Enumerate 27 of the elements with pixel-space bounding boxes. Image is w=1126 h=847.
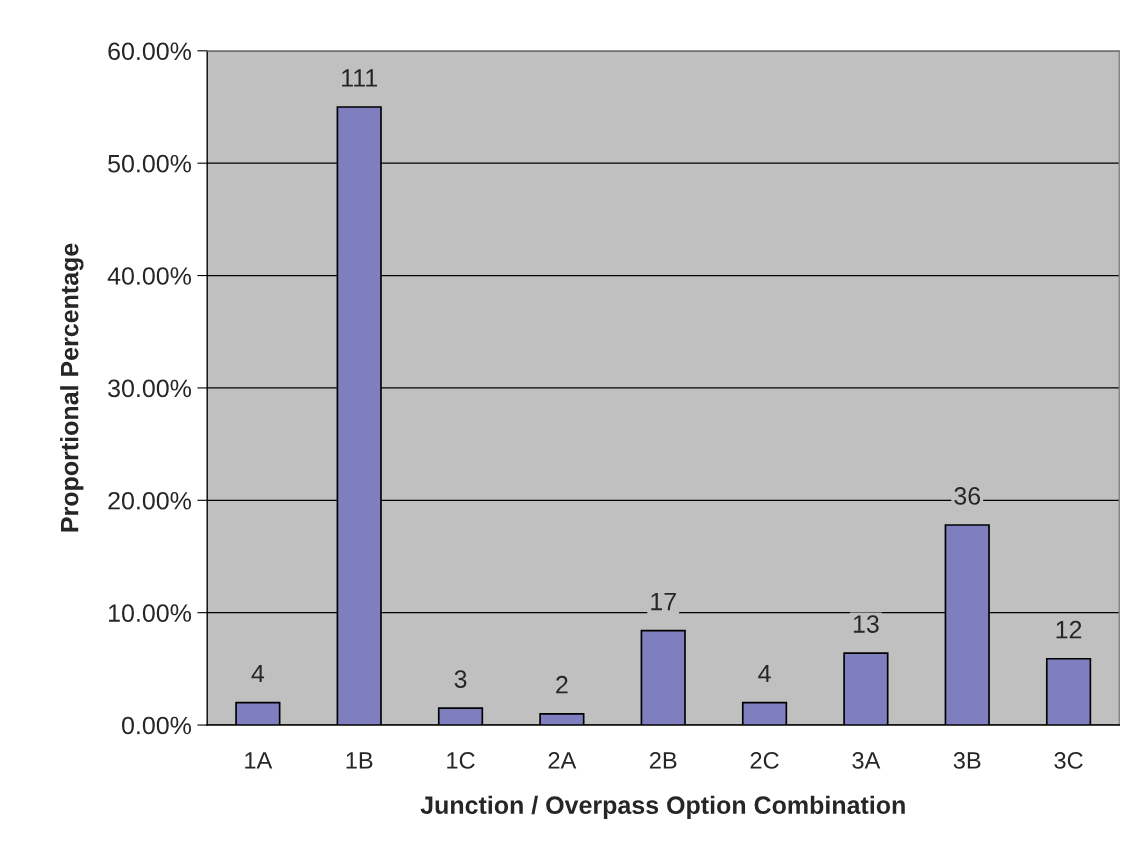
annotation: 12 <box>1056 620 1082 639</box>
annotation: 13 <box>853 615 879 633</box>
x-tick-label: 1A <box>245 752 273 769</box>
x-tick-label: 3B <box>953 752 981 769</box>
x-tick-label: 1B <box>346 752 373 769</box>
x-tick-label: 2A <box>548 752 577 769</box>
annotation: 3 <box>454 670 467 688</box>
x-axis-title: Junction / Overpass Option Combination <box>420 795 905 819</box>
x-tick-label: 3C <box>1054 752 1083 769</box>
annotation: 4 <box>251 664 265 683</box>
y-axis-title: Proportional Percentage <box>60 243 84 532</box>
annotation: 36 <box>954 487 981 505</box>
annotation: 4 <box>758 664 771 683</box>
y-tick-label: 0.00% <box>122 716 192 735</box>
x-tick-label: 3A <box>852 752 881 769</box>
x-tick-label: 2C <box>750 752 779 769</box>
annotation: 17 <box>651 592 676 611</box>
y-tick-label: 30.00% <box>108 379 192 398</box>
y-tick-label: 50.00% <box>108 154 192 173</box>
x-tick-label: 2B <box>649 752 677 769</box>
annotation: 111 <box>342 69 377 87</box>
x-tick-label: 1C <box>447 752 475 769</box>
y-tick-label: 40.00% <box>107 267 192 285</box>
y-tick-label: 10.00% <box>109 604 192 622</box>
y-tick-label: 60.00% <box>108 42 192 61</box>
annotation: 2 <box>556 675 568 694</box>
y-tick-label: 20.00% <box>108 491 192 510</box>
